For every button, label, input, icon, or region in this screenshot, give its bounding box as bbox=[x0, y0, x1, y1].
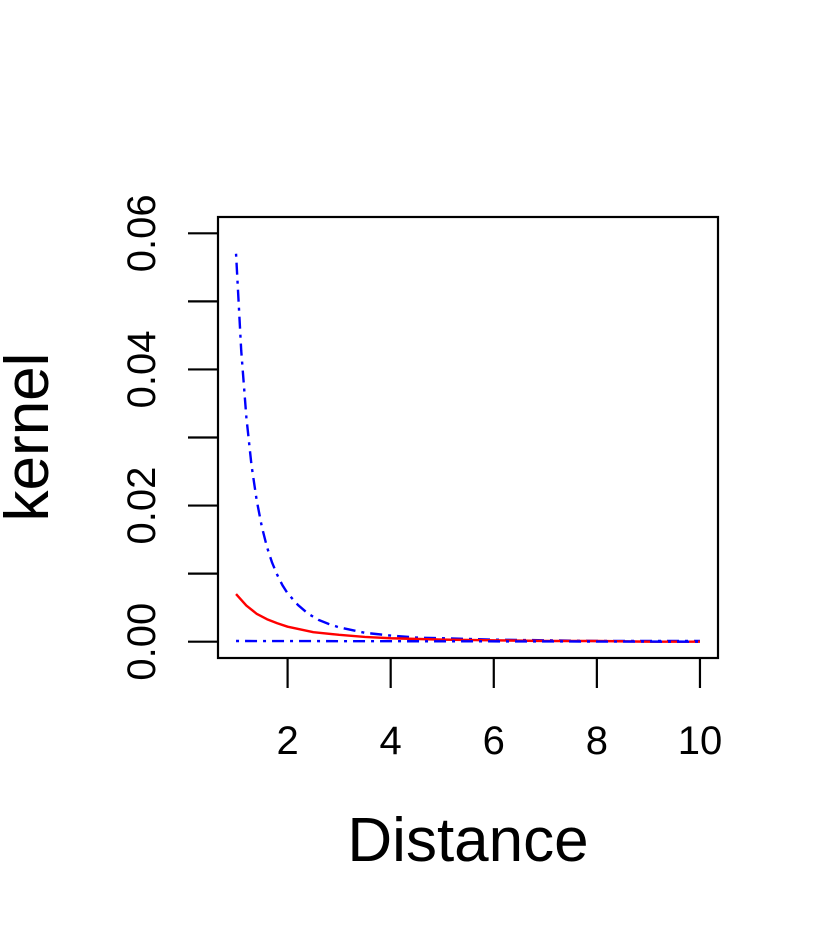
series-line-1 bbox=[234, 253, 700, 643]
x-tick-label: 2 bbox=[276, 719, 298, 763]
y-tick-label: 0.04 bbox=[120, 331, 164, 409]
series-line-3 bbox=[236, 639, 700, 643]
y-tick-label: 0.00 bbox=[120, 603, 164, 681]
y-axis-label: kernel bbox=[0, 353, 62, 522]
x-tick-label: 10 bbox=[678, 719, 723, 763]
plot-frame bbox=[216, 215, 720, 660]
series-line-2 bbox=[235, 593, 700, 643]
series-layer bbox=[234, 253, 700, 643]
y-tick-label: 0.02 bbox=[120, 467, 164, 545]
x-tick-label: 4 bbox=[380, 719, 402, 763]
y-tick-label: 0.06 bbox=[120, 194, 164, 272]
x-axis: 2 4 6 8 10 bbox=[276, 658, 722, 763]
x-tick-label: 8 bbox=[586, 719, 608, 763]
x-axis-label: Distance bbox=[347, 806, 588, 875]
y-axis: 0.00 0.02 0.04 0.06 bbox=[120, 194, 218, 681]
x-tick-label: 6 bbox=[483, 719, 505, 763]
